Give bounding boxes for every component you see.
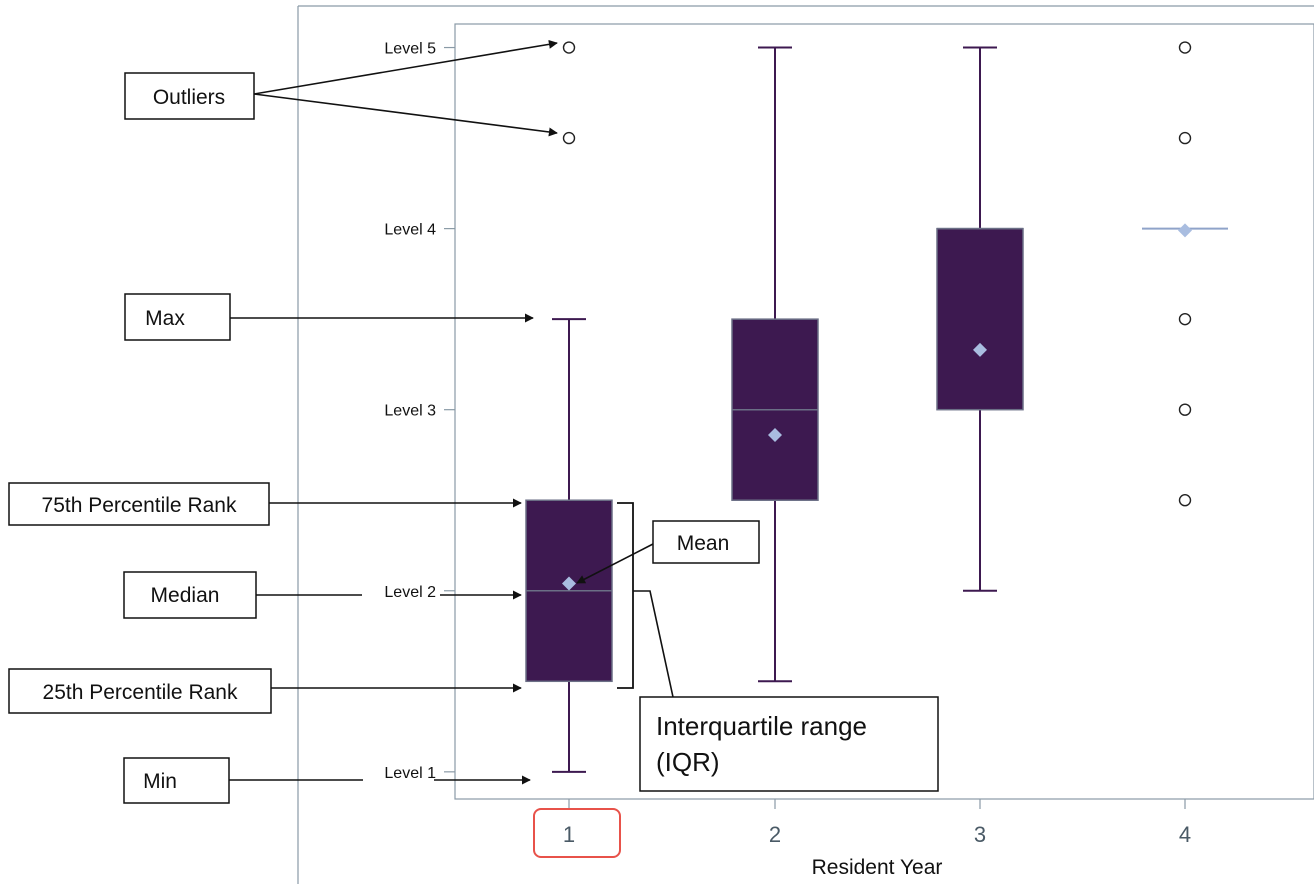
max-label-box xyxy=(124,293,231,341)
iqr-label-line-2: (IQR) xyxy=(656,747,720,777)
outliers-arrow-lower xyxy=(253,93,558,137)
iqr-connector xyxy=(633,590,674,698)
category-1-highlight xyxy=(533,808,621,858)
mean-callout: Mean xyxy=(576,520,760,584)
min-label-box xyxy=(123,757,230,804)
mean-marker xyxy=(973,342,987,357)
mean-marker xyxy=(1178,223,1192,238)
x-tick-label: 2 xyxy=(769,822,781,847)
annotations: Outliers Max 75th Percentile Rank Median… xyxy=(8,39,939,804)
x-tick-label: 3 xyxy=(974,822,986,847)
x-axis: 1 2 3 4 xyxy=(563,799,1191,847)
median-label: Median xyxy=(151,584,220,607)
max-label: Max xyxy=(145,307,185,330)
q1-label-box xyxy=(8,668,272,714)
mean-marker xyxy=(768,428,782,443)
plot-area xyxy=(454,23,1314,800)
x-tick-label: 4 xyxy=(1179,822,1191,847)
iqr-label-box xyxy=(639,696,939,792)
box-year-3 xyxy=(936,46,1024,592)
box-year-2 xyxy=(731,46,819,683)
mean-marker xyxy=(562,576,576,591)
q3-label-box xyxy=(8,482,270,526)
mean-arrow xyxy=(576,543,654,584)
x-tick-label: 1 xyxy=(563,822,575,847)
outliers-label-box xyxy=(124,72,255,120)
box-year-1 xyxy=(525,41,613,773)
median-callout: Median xyxy=(123,571,522,619)
y-tick-label: Level 2 xyxy=(384,584,436,601)
y-tick-label: Level 3 xyxy=(384,403,436,420)
q3-label: 75th Percentile Rank xyxy=(42,494,237,517)
iqr-label-line-1: Interquartile range xyxy=(656,711,867,741)
outlier-point xyxy=(1178,41,1192,54)
outer-frame xyxy=(297,5,1314,884)
q1-callout: 25th Percentile Rank xyxy=(8,668,522,714)
min-callout: Min xyxy=(123,757,531,804)
outliers-arrow-upper xyxy=(253,39,558,95)
iqr-bracket xyxy=(617,502,634,689)
outliers-callout: Outliers xyxy=(124,39,558,137)
y-tick-label: Level 4 xyxy=(384,222,436,239)
outlier-point xyxy=(1178,494,1192,507)
mean-label-box xyxy=(652,520,760,564)
outlier-point xyxy=(1178,131,1192,145)
outlier-point xyxy=(562,41,576,54)
y-axis: Level 1 Level 2 Level 3 Level 4 Level 5 xyxy=(384,41,455,782)
iqr-callout: Interquartile range (IQR) xyxy=(617,502,939,792)
q3-callout: 75th Percentile Rank xyxy=(8,482,522,526)
min-label: Min xyxy=(143,770,177,793)
outlier-point xyxy=(1178,312,1192,326)
q1-label: 25th Percentile Rank xyxy=(43,681,238,704)
outlier-point xyxy=(1178,403,1192,416)
y-tick-label: Level 1 xyxy=(384,765,436,782)
x-axis-title: Resident Year xyxy=(812,856,943,879)
outlier-point xyxy=(562,131,576,145)
max-callout: Max xyxy=(124,293,534,341)
outliers-label: Outliers xyxy=(153,86,225,109)
box-year-4 xyxy=(1142,41,1228,507)
mean-label: Mean xyxy=(677,532,730,555)
median-label-box xyxy=(123,571,257,619)
boxes xyxy=(525,41,1228,773)
iqr-box xyxy=(936,227,1024,411)
y-tick-label: Level 5 xyxy=(384,41,436,58)
